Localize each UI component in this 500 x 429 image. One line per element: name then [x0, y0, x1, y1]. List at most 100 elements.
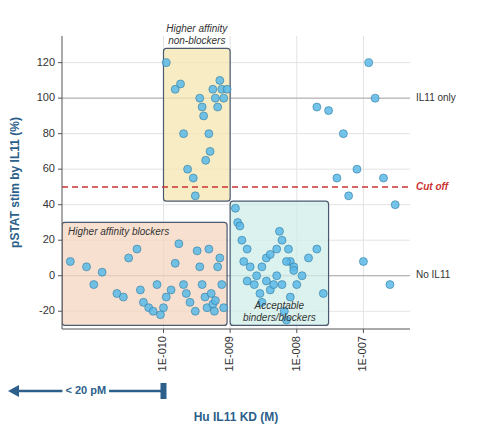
region-label-line: Higher affinity: [166, 23, 228, 34]
tick: [58, 204, 62, 205]
point: [266, 250, 274, 258]
point: [207, 289, 215, 297]
point: [240, 258, 248, 266]
chart: -200204060801001201E-0101E-0091E-0081E-0…: [0, 0, 500, 429]
point: [359, 258, 367, 266]
arrow-label-bg: [62, 383, 109, 397]
point: [180, 281, 188, 289]
tick: [58, 98, 62, 99]
point: [205, 245, 213, 253]
point: [238, 236, 246, 244]
point: [278, 281, 286, 289]
point: [218, 281, 226, 289]
series: [162, 59, 231, 200]
tick-label: 80: [43, 127, 55, 139]
tick-label: 0: [49, 269, 55, 281]
point: [162, 59, 170, 67]
point: [191, 192, 199, 200]
tick-label: 20: [43, 233, 55, 245]
point: [319, 289, 327, 297]
series: [231, 204, 327, 324]
arrow-bar: [160, 383, 166, 399]
point: [196, 94, 204, 102]
point: [333, 174, 341, 182]
point: [198, 103, 206, 111]
point: [186, 298, 194, 306]
point: [206, 147, 214, 155]
tick-label: 120: [37, 56, 55, 68]
point: [243, 277, 251, 285]
point: [209, 85, 217, 93]
point: [293, 281, 301, 289]
point: [216, 254, 224, 262]
tick: [230, 329, 231, 333]
grid-line: [62, 133, 410, 134]
tick: [58, 62, 62, 63]
point: [220, 94, 228, 102]
point: [246, 263, 254, 271]
region-label-line: Higher affinity blockers: [68, 226, 169, 237]
point: [220, 304, 228, 312]
point: [211, 297, 219, 305]
region-label: Higher affinity blockers: [68, 226, 169, 237]
point: [339, 130, 347, 138]
tick-label: 60: [43, 162, 55, 174]
tick: [58, 275, 62, 276]
point: [365, 59, 373, 67]
point: [278, 236, 286, 244]
reference-label: No IL11: [416, 269, 451, 280]
point: [177, 80, 185, 88]
x-axis-label: Hu IL11 KD (M): [194, 410, 279, 424]
point: [325, 107, 333, 115]
point: [391, 201, 399, 209]
point: [379, 174, 387, 182]
point: [210, 307, 218, 315]
region-label: Acceptablebinders/blockers: [243, 300, 316, 323]
point: [313, 103, 321, 111]
point: [136, 286, 144, 294]
region: [62, 222, 227, 325]
point: [282, 258, 290, 266]
arrow-label: < 20 pM: [65, 384, 106, 396]
point: [159, 304, 167, 312]
point: [345, 192, 353, 200]
point: [353, 165, 361, 173]
reference-line: [62, 98, 410, 99]
tick-label: 100: [37, 91, 55, 103]
point: [119, 293, 127, 301]
grid-line: [62, 98, 410, 99]
point: [200, 112, 208, 120]
x-axis-line: [62, 329, 410, 330]
point: [193, 247, 201, 255]
point: [90, 281, 98, 289]
point: [149, 307, 157, 315]
point: [313, 245, 321, 253]
point: [211, 94, 219, 102]
point: [250, 281, 258, 289]
reference-line: [62, 186, 410, 188]
point: [275, 227, 283, 235]
region-label-line: non-blockers: [168, 35, 225, 46]
point: [386, 281, 394, 289]
tick: [58, 240, 62, 241]
point: [223, 85, 231, 93]
point: [258, 263, 266, 271]
point: [231, 204, 239, 212]
region-label-line: Acceptable: [254, 300, 305, 311]
point: [214, 263, 222, 271]
point: [133, 245, 141, 253]
point: [189, 174, 197, 182]
arrow: [8, 383, 166, 399]
point: [202, 156, 210, 164]
tick-label: 1E-009: [223, 336, 235, 371]
point: [198, 281, 206, 289]
point: [153, 281, 161, 289]
point: [167, 286, 175, 294]
point: [214, 103, 222, 111]
tick: [163, 329, 164, 333]
grid: [62, 36, 410, 329]
point: [196, 263, 204, 271]
point: [175, 240, 183, 248]
point: [125, 254, 133, 262]
series: [66, 240, 227, 319]
